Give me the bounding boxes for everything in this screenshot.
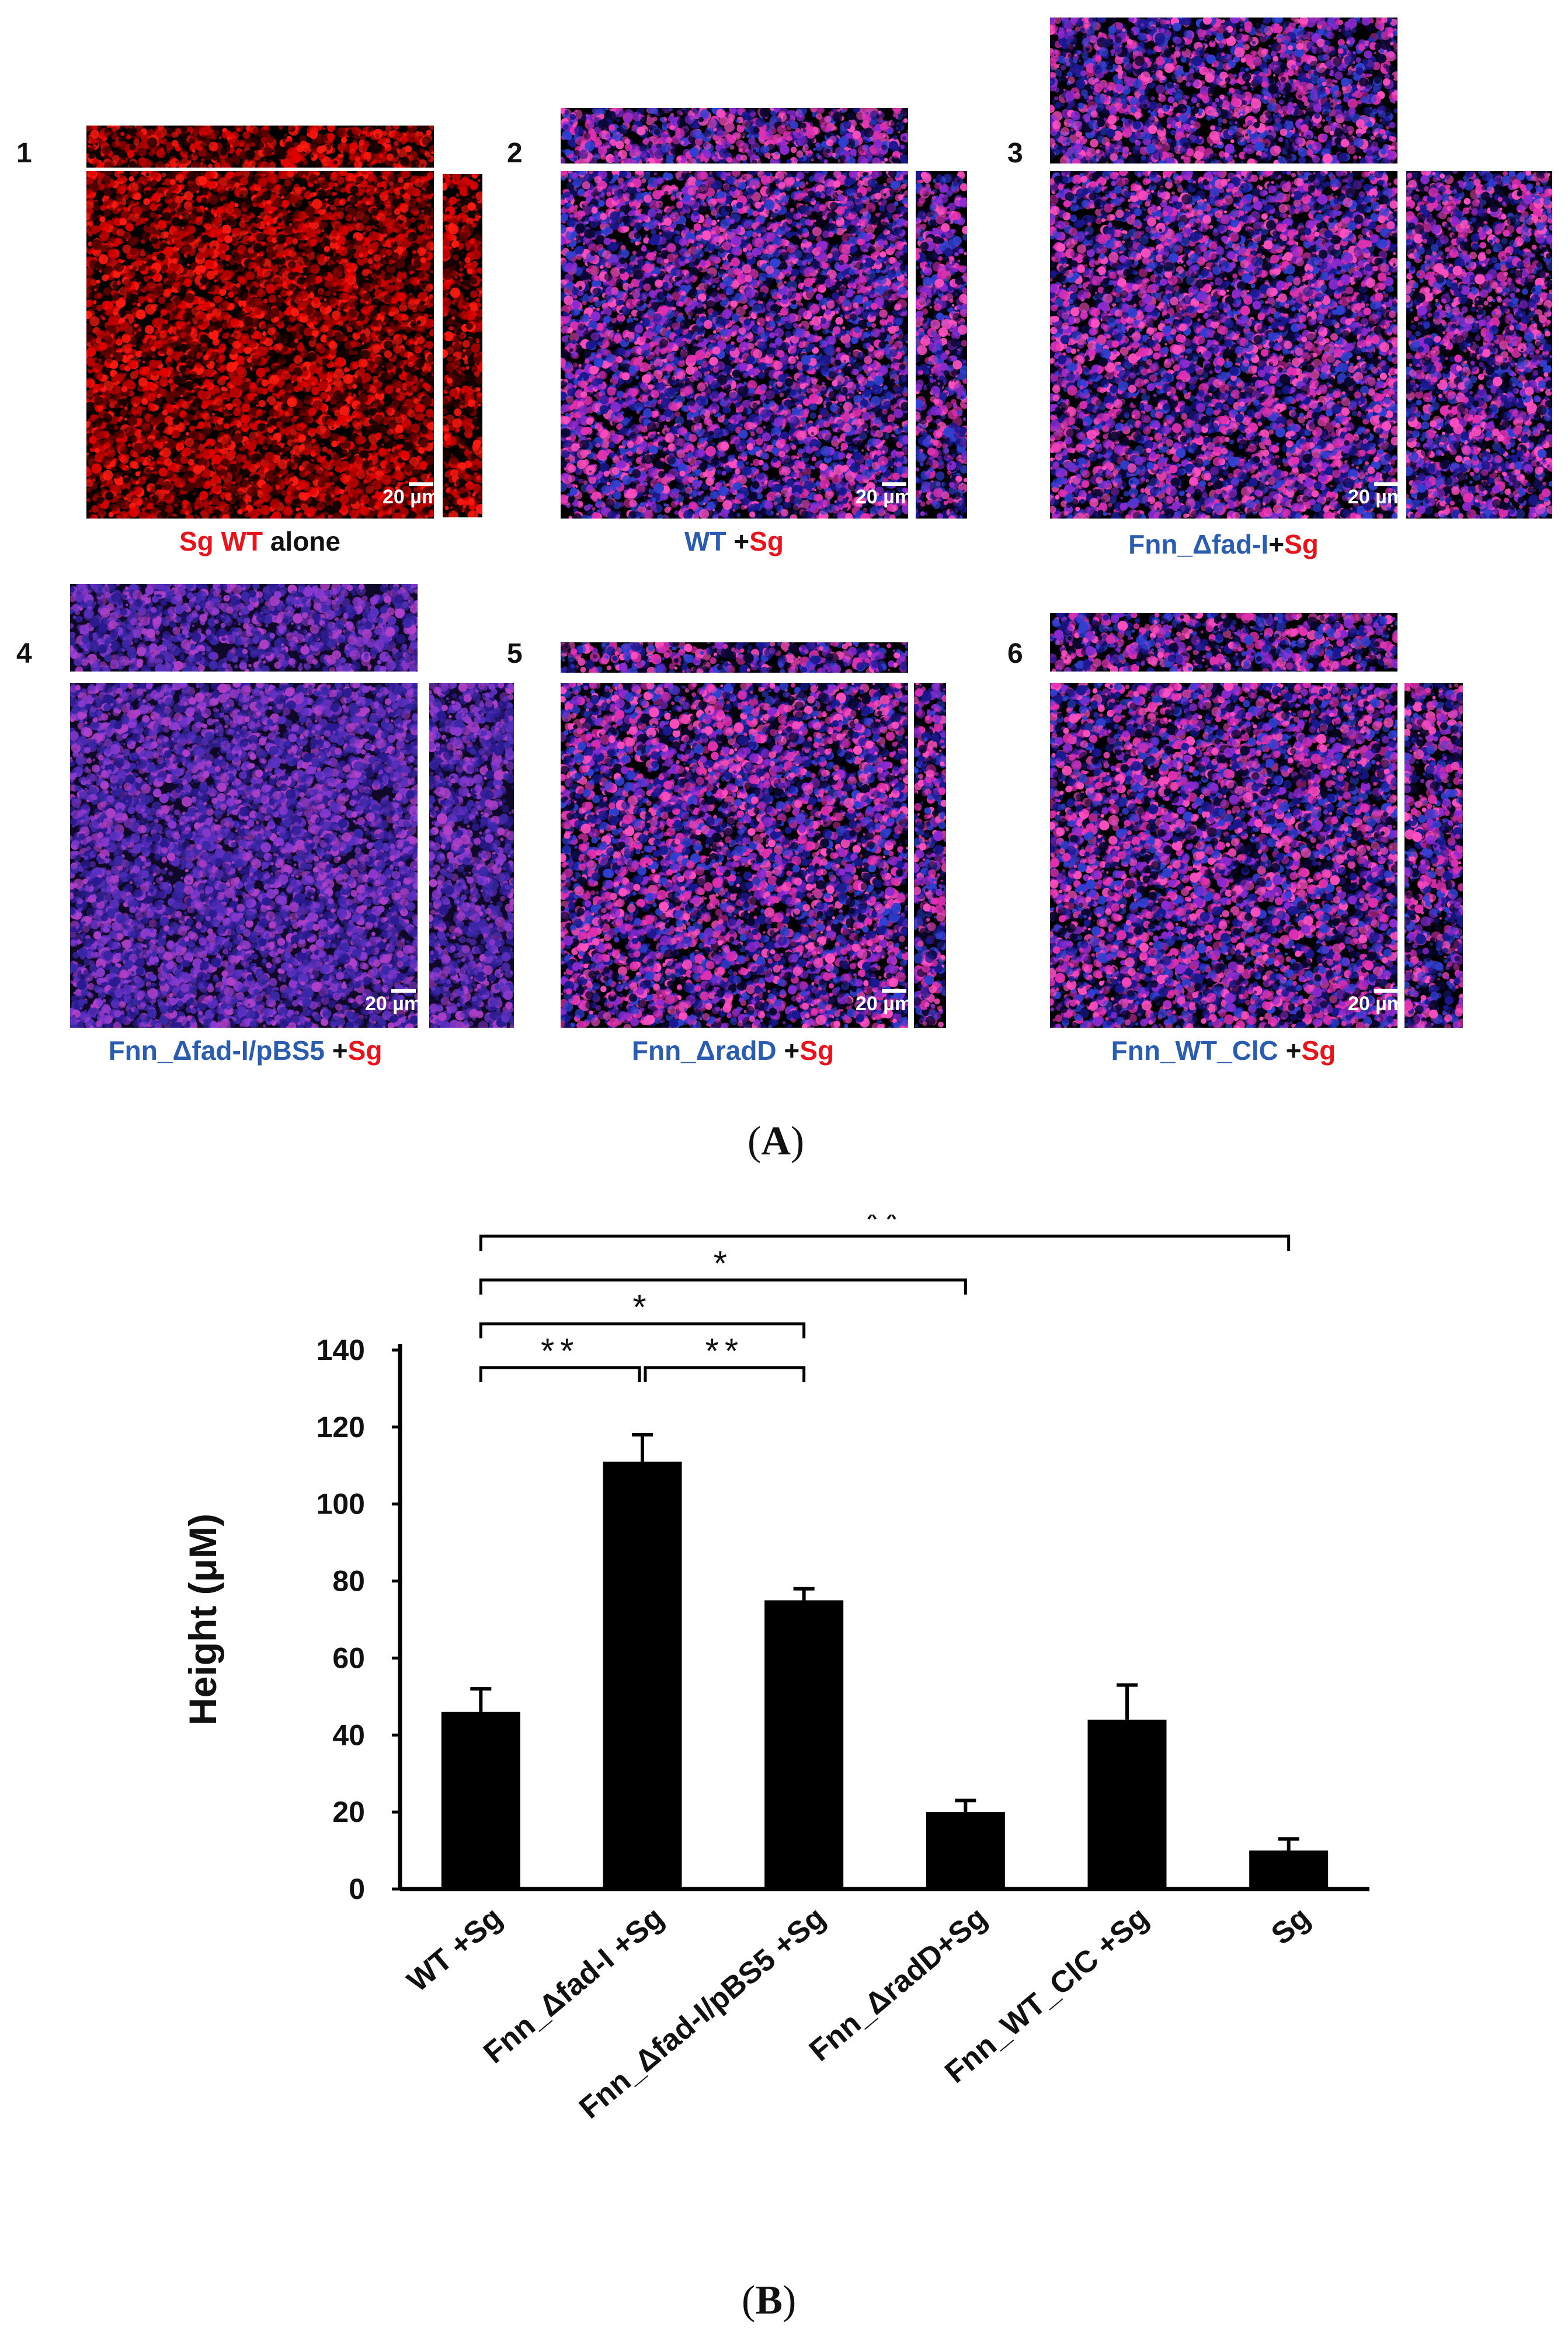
y-tick-label: 120 xyxy=(317,1411,365,1443)
x-tick-label: WT +Sg xyxy=(401,1901,509,1999)
microscopy-texture xyxy=(561,642,908,673)
microscopy-texture xyxy=(86,171,434,519)
xz-projection-top xyxy=(561,642,908,673)
y-tick-label: 60 xyxy=(332,1641,365,1674)
panel-number: 4 xyxy=(16,638,32,670)
bar xyxy=(441,1712,520,1889)
significance-label: ** xyxy=(865,1215,905,1239)
confocal-image xyxy=(70,683,418,1028)
microscopy-texture xyxy=(1050,18,1397,164)
confocal-image xyxy=(86,171,434,519)
y-tick-label: 20 xyxy=(332,1796,365,1828)
xz-projection-top xyxy=(561,108,908,164)
y-tick-label: 80 xyxy=(332,1565,365,1598)
microscopy-texture xyxy=(70,683,418,1028)
x-tick-label: Sg xyxy=(1265,1901,1316,1952)
panel-number: 5 xyxy=(507,638,523,670)
yz-projection-side xyxy=(914,683,946,1028)
caption-part: Sg xyxy=(348,1035,383,1066)
caption-part: Fnn_Δfad-I/pBS5 xyxy=(109,1035,325,1066)
y-tick-label: 100 xyxy=(317,1488,365,1521)
scale-bar-label: 20 µm xyxy=(856,486,912,509)
y-axis-title: Height (μM) xyxy=(181,1514,224,1726)
caption-part: Sg xyxy=(1302,1035,1336,1066)
microscopy-texture xyxy=(70,584,418,672)
caption-part: WT xyxy=(214,526,263,556)
microscopy-texture xyxy=(914,683,946,1028)
microscopy-texture xyxy=(443,174,482,517)
microscopy-texture xyxy=(561,108,908,164)
caption-part: + xyxy=(1268,529,1284,559)
caption-part: Sg xyxy=(749,526,784,556)
caption-part: alone xyxy=(263,526,340,556)
microscopy-texture xyxy=(1404,683,1463,1028)
microscopy-texture xyxy=(1406,171,1552,519)
yz-projection-side xyxy=(443,174,482,517)
scale-bar-label: 20 µm xyxy=(365,993,422,1015)
confocal-image xyxy=(1050,683,1397,1028)
bar xyxy=(764,1601,843,1889)
microscopy-texture xyxy=(1050,171,1397,519)
panel-caption: WT +Sg xyxy=(500,526,968,557)
xz-projection-top xyxy=(1050,18,1397,164)
bar xyxy=(1249,1850,1328,1889)
panel-number: 6 xyxy=(1007,638,1023,670)
scale-bar-label: 20 µm xyxy=(383,486,439,509)
panel-caption: Fnn_WT_ClC +Sg xyxy=(990,1035,1457,1066)
xz-projection-top xyxy=(1050,613,1397,672)
scale-bar-label: 20 µm xyxy=(856,993,912,1015)
panel-caption: Sg WT alone xyxy=(26,526,493,557)
yz-projection-side xyxy=(429,683,514,1028)
caption-part: + xyxy=(325,1035,348,1066)
panel-a-label: (A) xyxy=(748,1118,804,1165)
significance-label: * xyxy=(632,1288,652,1327)
yz-projection-side xyxy=(1406,171,1552,519)
yz-projection-side xyxy=(1404,683,1463,1028)
caption-part: WT xyxy=(684,526,726,556)
panel-caption: Fnn_Δfad-I+Sg xyxy=(990,528,1457,560)
y-tick-label: 0 xyxy=(349,1873,365,1905)
bar xyxy=(603,1462,682,1889)
caption-part: + xyxy=(1278,1035,1302,1066)
bar xyxy=(1088,1720,1167,1889)
panel-number: 1 xyxy=(16,137,32,169)
confocal-image xyxy=(561,683,908,1028)
caption-part: Sg xyxy=(1284,529,1319,559)
caption-part: Fnn_ΔradD xyxy=(632,1035,777,1066)
scale-bar-label: 20 µm xyxy=(1348,486,1404,509)
xz-projection-top xyxy=(70,584,418,672)
scale-bar-label: 20 µm xyxy=(1348,993,1404,1015)
caption-part: Sg xyxy=(179,526,214,556)
microscopy-texture xyxy=(86,126,434,168)
significance-label: ** xyxy=(541,1331,580,1370)
caption-part: + xyxy=(777,1035,800,1066)
y-tick-label: 40 xyxy=(332,1719,365,1751)
panel-number: 2 xyxy=(507,137,523,169)
panel-b-label: (B) xyxy=(742,2277,796,2324)
significance-label: * xyxy=(714,1244,733,1283)
microscopy-texture xyxy=(561,683,908,1028)
microscopy-texture xyxy=(429,683,514,1028)
panel-caption: Fnn_Δfad-I/pBS5 +Sg xyxy=(12,1035,479,1066)
confocal-image xyxy=(1050,171,1397,519)
y-tick-label: 140 xyxy=(317,1334,365,1366)
caption-part: Fnn_WT_ClC xyxy=(1111,1035,1278,1066)
significance-label: ** xyxy=(705,1331,744,1370)
caption-part: Sg xyxy=(799,1035,834,1066)
microscopy-texture xyxy=(1050,613,1397,672)
panel-caption: Fnn_ΔradD +Sg xyxy=(499,1035,966,1066)
xz-projection-top xyxy=(86,126,434,168)
caption-part: + xyxy=(726,526,750,556)
panel-number: 3 xyxy=(1007,137,1023,169)
confocal-image xyxy=(561,171,908,519)
caption-part: Fnn_Δfad-I xyxy=(1128,529,1268,559)
microscopy-texture xyxy=(561,171,908,519)
microscopy-texture xyxy=(916,171,967,519)
yz-projection-side xyxy=(916,171,967,519)
bar xyxy=(926,1812,1005,1889)
microscopy-texture xyxy=(1050,683,1397,1028)
